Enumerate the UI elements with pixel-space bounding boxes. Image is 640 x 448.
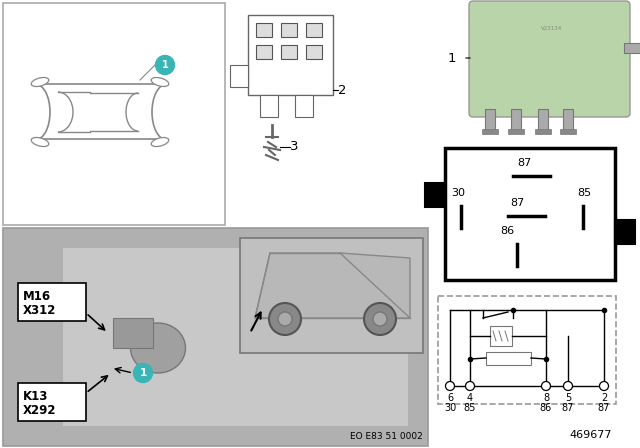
Bar bbox=[295, 95, 313, 117]
Text: K13: K13 bbox=[23, 389, 49, 402]
Circle shape bbox=[465, 382, 474, 391]
Circle shape bbox=[600, 382, 609, 391]
Text: 8: 8 bbox=[543, 393, 549, 403]
Text: EO E83 51 0002: EO E83 51 0002 bbox=[350, 432, 423, 441]
Bar bbox=[240, 238, 423, 353]
Text: 4: 4 bbox=[467, 393, 473, 403]
Bar bbox=[306, 45, 322, 59]
Bar bbox=[425, 183, 445, 207]
Bar bbox=[486, 352, 531, 365]
Bar bbox=[113, 318, 153, 348]
Text: 30: 30 bbox=[451, 188, 465, 198]
Circle shape bbox=[269, 303, 301, 335]
Text: 2: 2 bbox=[601, 393, 607, 403]
Bar bbox=[490, 326, 512, 346]
Text: 1: 1 bbox=[140, 368, 147, 378]
Bar bbox=[306, 23, 322, 37]
Circle shape bbox=[541, 382, 550, 391]
Bar bbox=[3, 3, 225, 225]
Bar bbox=[256, 23, 272, 37]
Text: 86: 86 bbox=[540, 403, 552, 413]
Bar bbox=[438, 296, 616, 404]
Bar bbox=[508, 129, 524, 134]
Circle shape bbox=[156, 56, 175, 74]
Text: X292: X292 bbox=[23, 404, 56, 417]
Circle shape bbox=[373, 312, 387, 326]
Bar bbox=[281, 23, 297, 37]
Circle shape bbox=[445, 382, 454, 391]
Bar bbox=[482, 129, 498, 134]
Circle shape bbox=[134, 363, 152, 383]
Bar bbox=[248, 15, 333, 95]
Text: 87: 87 bbox=[510, 198, 524, 208]
Bar bbox=[230, 65, 248, 87]
Bar bbox=[256, 45, 272, 59]
Bar bbox=[3, 228, 428, 446]
Bar bbox=[624, 43, 640, 53]
Bar bbox=[485, 109, 495, 131]
Bar bbox=[63, 248, 408, 426]
Text: 6: 6 bbox=[447, 393, 453, 403]
Text: 85: 85 bbox=[464, 403, 476, 413]
Bar bbox=[535, 129, 551, 134]
Text: 3: 3 bbox=[290, 141, 298, 154]
Circle shape bbox=[364, 303, 396, 335]
Text: 87: 87 bbox=[517, 158, 531, 168]
Bar bbox=[560, 129, 576, 134]
Text: 1: 1 bbox=[162, 60, 168, 70]
Text: 87: 87 bbox=[598, 403, 610, 413]
Bar bbox=[563, 109, 573, 131]
Bar bbox=[538, 109, 548, 131]
Text: 85: 85 bbox=[577, 188, 591, 198]
Text: V23134: V23134 bbox=[541, 26, 563, 30]
Ellipse shape bbox=[151, 78, 169, 86]
Text: 2: 2 bbox=[338, 83, 346, 96]
Text: 469677: 469677 bbox=[570, 430, 612, 440]
Text: 87: 87 bbox=[562, 403, 574, 413]
Circle shape bbox=[278, 312, 292, 326]
Ellipse shape bbox=[151, 138, 169, 146]
Text: 1: 1 bbox=[447, 52, 456, 65]
Bar bbox=[18, 283, 86, 321]
FancyBboxPatch shape bbox=[469, 1, 630, 117]
Text: 86: 86 bbox=[500, 226, 514, 236]
Bar bbox=[445, 148, 615, 280]
Bar bbox=[615, 220, 635, 244]
Ellipse shape bbox=[131, 323, 186, 373]
Text: X312: X312 bbox=[23, 303, 56, 316]
Text: M16: M16 bbox=[23, 289, 51, 302]
Text: 5: 5 bbox=[565, 393, 571, 403]
Circle shape bbox=[563, 382, 573, 391]
Bar bbox=[260, 95, 278, 117]
Bar bbox=[511, 109, 521, 131]
Polygon shape bbox=[255, 253, 410, 318]
Ellipse shape bbox=[31, 138, 49, 146]
Text: 30: 30 bbox=[444, 403, 456, 413]
Bar bbox=[18, 383, 86, 421]
Bar bbox=[281, 45, 297, 59]
Ellipse shape bbox=[31, 78, 49, 86]
